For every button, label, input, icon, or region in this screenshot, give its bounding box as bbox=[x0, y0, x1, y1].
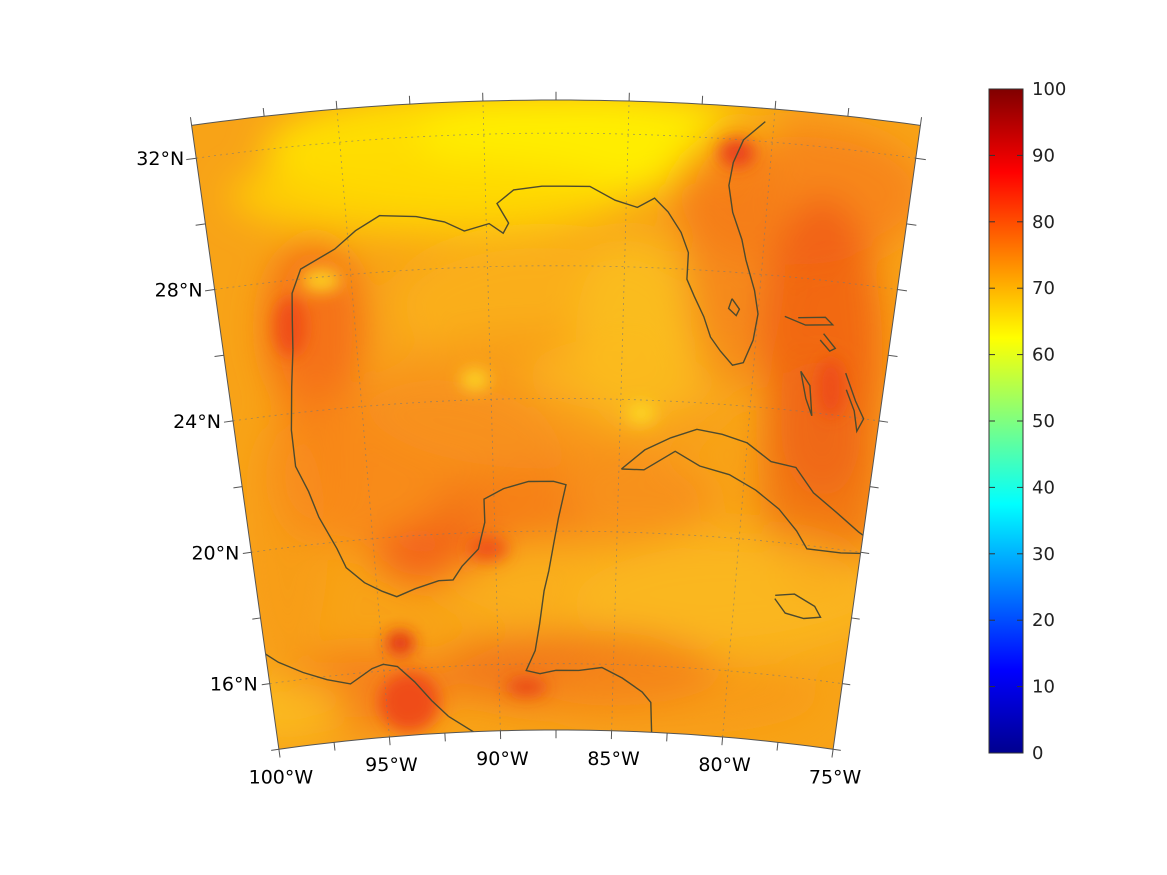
field-spot bbox=[718, 138, 755, 167]
lat-tick-label: 16°N bbox=[210, 674, 258, 696]
value-field bbox=[191, 100, 921, 750]
frame-tick bbox=[262, 107, 265, 117]
lon-tick-label: 80°W bbox=[698, 754, 751, 776]
frame-tick bbox=[186, 157, 197, 161]
frame-tick bbox=[869, 486, 879, 489]
coastline-segment bbox=[784, 315, 835, 326]
frame-tick bbox=[888, 354, 898, 358]
coastline-segment bbox=[291, 121, 766, 366]
coastline-segment bbox=[644, 732, 653, 750]
frame-tick bbox=[915, 157, 926, 161]
frame-tick bbox=[388, 736, 391, 746]
coastline-segment bbox=[860, 554, 913, 605]
colorbar-tick-label: 30 bbox=[1032, 544, 1055, 565]
frame-tick bbox=[214, 354, 224, 358]
colorbar-tick-label: 60 bbox=[1032, 345, 1055, 366]
lat-tick-label: 20°N bbox=[191, 542, 239, 564]
coastline-segment bbox=[819, 333, 837, 352]
frame-tick bbox=[919, 117, 923, 126]
field-spot bbox=[301, 268, 342, 293]
parallel-line bbox=[232, 397, 880, 422]
coastline-segment bbox=[265, 653, 449, 717]
coastline-segment bbox=[845, 372, 865, 434]
frame-tick bbox=[897, 289, 907, 292]
frame-ticks bbox=[186, 91, 926, 758]
colorbar-tick-label: 80 bbox=[1032, 212, 1055, 233]
frame-tick bbox=[333, 742, 336, 751]
field-blob bbox=[540, 654, 821, 735]
frame-tick bbox=[774, 100, 777, 110]
frame-tick bbox=[205, 289, 215, 292]
colorbar-tick-label: 20 bbox=[1032, 610, 1055, 631]
coastline-segment bbox=[800, 370, 813, 417]
field-spot bbox=[468, 536, 509, 561]
lon-tick-label: 85°W bbox=[587, 748, 640, 770]
lat-tick-label: 32°N bbox=[136, 148, 184, 170]
frame-tick bbox=[831, 749, 834, 758]
colorbar-ticks: 0 10 20 30 40 50 60 70 80 90 100 bbox=[989, 79, 1066, 764]
field-spot bbox=[460, 369, 489, 390]
lat-tick-label: 24°N bbox=[173, 411, 221, 433]
field-spot bbox=[379, 672, 440, 733]
frame-tick bbox=[223, 420, 234, 423]
field-spot bbox=[816, 357, 845, 418]
frame-tick bbox=[233, 486, 243, 489]
frame-tick bbox=[335, 100, 338, 110]
colorbar-tick-label: 70 bbox=[1032, 278, 1055, 299]
longitude-labels: 100°W 95°W 90°W 85°W 80°W 75°W bbox=[249, 748, 862, 789]
colorbar-tick-label: 0 bbox=[1032, 743, 1043, 764]
lon-tick-label: 100°W bbox=[249, 766, 314, 788]
colorbar-tick-label: 40 bbox=[1032, 477, 1055, 498]
coastline-segment bbox=[727, 298, 741, 317]
frame-tick bbox=[860, 551, 870, 554]
frame-tick bbox=[842, 683, 851, 686]
coastline-segment bbox=[290, 349, 653, 733]
colorbar-tick-label: 100 bbox=[1032, 79, 1066, 100]
field-blob bbox=[473, 448, 714, 549]
frame-tick bbox=[721, 736, 724, 746]
graticule bbox=[196, 100, 916, 738]
lon-tick-label: 95°W bbox=[365, 754, 418, 776]
frame-tick bbox=[271, 748, 279, 751]
lon-tick-label: 75°W bbox=[809, 766, 862, 788]
colorbar-tick-label: 90 bbox=[1032, 145, 1055, 166]
lon-tick-label: 90°W bbox=[476, 748, 529, 770]
frame-tick bbox=[195, 223, 206, 226]
frame-tick bbox=[847, 107, 850, 117]
frame-tick bbox=[252, 617, 261, 620]
frame-tick bbox=[906, 223, 917, 226]
parallel-line bbox=[214, 265, 898, 290]
frame-tick bbox=[242, 551, 252, 554]
parallel-line bbox=[196, 132, 916, 159]
field-spot bbox=[627, 403, 656, 424]
field-spot bbox=[386, 630, 415, 655]
frame-tick bbox=[261, 683, 270, 686]
frame-tick bbox=[878, 420, 889, 423]
colorbar-tick-label: 50 bbox=[1032, 411, 1055, 432]
frame-tick bbox=[776, 742, 779, 751]
frame-tick bbox=[278, 749, 281, 758]
colorbar-tick-label: 10 bbox=[1032, 677, 1055, 698]
frame-tick bbox=[189, 117, 193, 126]
field-spot bbox=[274, 296, 307, 357]
frame-tick bbox=[833, 748, 841, 751]
field-spot bbox=[506, 679, 547, 696]
lat-tick-label: 28°N bbox=[155, 280, 203, 302]
field-blob bbox=[229, 156, 630, 237]
latitude-labels: 32°N 28°N 24°N 20°N 16°N bbox=[136, 148, 257, 695]
colorbar: 0 10 20 30 40 50 60 70 80 90 100 bbox=[988, 79, 1066, 764]
frame-tick bbox=[851, 617, 860, 620]
coastline-segment bbox=[774, 593, 822, 620]
